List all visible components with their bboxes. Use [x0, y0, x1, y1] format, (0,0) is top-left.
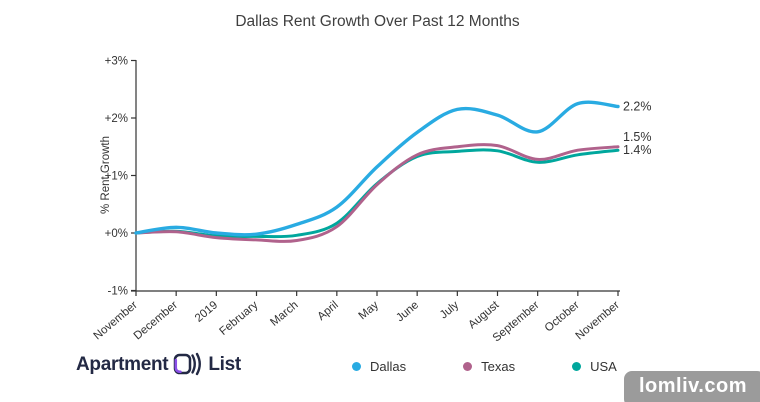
chart-title: Dallas Rent Growth Over Past 12 Months — [235, 13, 520, 30]
x-tick-label: February — [217, 299, 260, 338]
y-tick-label: +0% — [105, 228, 128, 240]
y-tick-label: +3% — [105, 56, 128, 68]
series-end-label: 2.2% — [623, 100, 652, 114]
x-tick-label: May — [357, 299, 382, 322]
series-end-label: 1.5% — [623, 130, 652, 144]
legend-label: Texas — [481, 359, 516, 374]
series-end-label: 1.4% — [623, 143, 652, 157]
x-tick-label: June — [394, 299, 421, 324]
legend-item-texas[interactable]: Texas — [463, 359, 515, 374]
watermark: lomliv.com — [624, 371, 760, 402]
x-tick-label: April — [315, 299, 340, 323]
apartment-list-logo: Apartment List — [76, 351, 241, 378]
logo-text-list: List — [208, 353, 241, 375]
x-tick-label: December — [132, 299, 180, 342]
apartment-list-logo-icon — [174, 352, 202, 376]
y-tick-label: +1% — [105, 171, 128, 183]
legend-label: Dallas — [370, 359, 407, 374]
y-tick-label: +2% — [105, 113, 128, 125]
y-tick-label: -1% — [108, 286, 128, 298]
legend: Dallas Texas USA — [352, 359, 617, 374]
legend-item-usa[interactable]: USA — [572, 359, 617, 374]
x-tick-label: July — [438, 299, 462, 321]
legend-dot-icon — [572, 362, 582, 371]
logo-text-apartment: Apartment — [76, 353, 169, 375]
legend-item-dallas[interactable]: Dallas — [352, 359, 406, 374]
plot-area: +3% +2% +1% +0% -1% November December 2019Febru… — [92, 56, 652, 345]
x-tick-label: October — [543, 299, 582, 335]
legend-label: USA — [590, 359, 617, 374]
series-line-texas — [134, 143, 620, 243]
x-tick-label: November — [574, 299, 622, 342]
series-line-usa — [134, 148, 620, 239]
series-line-dallas — [134, 100, 620, 237]
x-tick-label: March — [268, 299, 300, 329]
legend-dot-icon — [463, 362, 473, 371]
x-tick-label: August — [466, 299, 502, 332]
legend-dot-icon — [352, 362, 361, 371]
x-tick-label: 2019 — [193, 299, 220, 325]
